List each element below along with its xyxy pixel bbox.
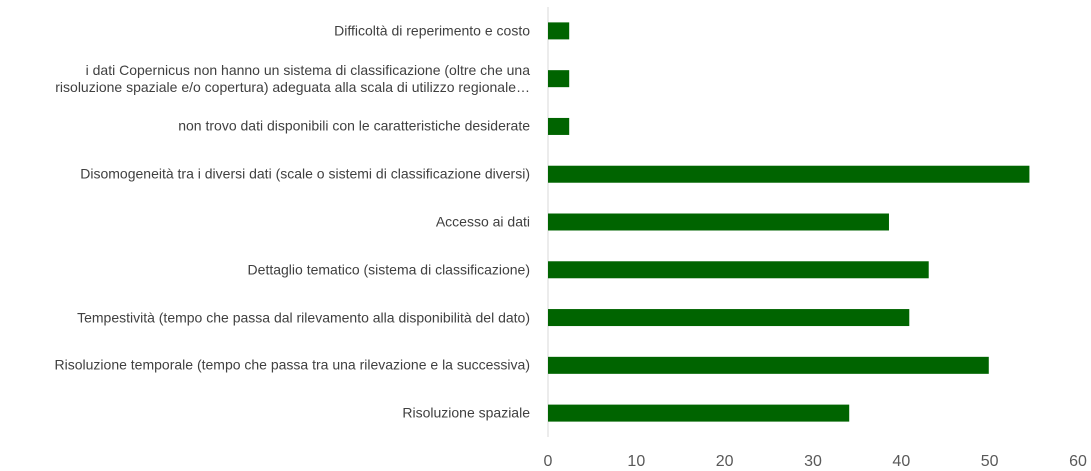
y-tick-label: Disomogeneità tra i diversi dati (scale … [80,165,530,182]
bar [548,165,1030,183]
x-tick-label: 60 [1069,453,1087,470]
x-tick-label: 20 [716,453,734,470]
y-tick-label: Risoluzione temporale (tempo che passa t… [54,356,530,373]
x-tick-label: 50 [981,453,999,470]
y-tick-label: Accesso ai dati [435,213,530,230]
bar [548,404,850,422]
y-tick-label: Dettaglio tematico (sistema di classific… [247,261,530,278]
bar [548,70,570,88]
y-tick-label: i dati Copernicus non hanno un sistema d… [55,61,530,95]
y-tick-label: Tempestività (tempo che passa dal rileva… [77,309,530,326]
y-tick-label: non trovo dati disponibili con le caratt… [178,117,530,134]
x-tick-label: 30 [804,453,822,470]
bar [548,356,989,374]
bar [548,261,929,279]
x-tick-label: 40 [892,453,910,470]
bar [548,22,570,40]
bar [548,309,910,327]
y-tick-label: Risoluzione spaziale [402,404,530,421]
x-tick-label: 0 [544,453,553,470]
x-tick-label: 10 [627,453,645,470]
bar [548,117,570,135]
y-tick-label: Difficoltà di reperimento e costo [334,22,530,39]
bar [548,213,889,231]
